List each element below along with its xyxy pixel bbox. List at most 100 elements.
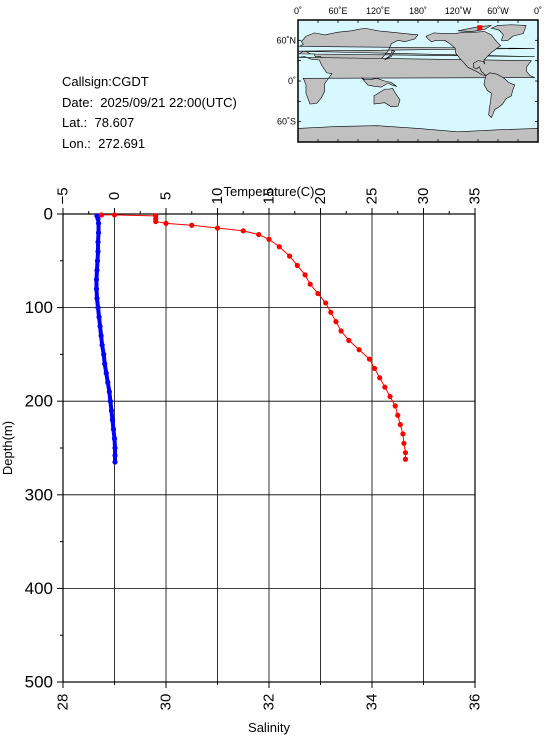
grid-lines	[62, 213, 476, 683]
salinity-axis-label: Salinity	[248, 720, 290, 735]
temperature-axis-label: Temperature(C)	[223, 184, 314, 199]
data-point	[94, 295, 100, 301]
data-point	[397, 422, 403, 428]
depth-tick-label: 100	[25, 298, 53, 317]
temperature-ticks: −5 0 5 10 15 20 25 30 35	[55, 187, 484, 214]
data-point	[163, 220, 169, 226]
data-point	[95, 220, 102, 226]
data-point	[402, 450, 409, 456]
map-longitude-label: 180˚	[409, 6, 427, 16]
map-landmass	[373, 88, 401, 108]
data-point	[98, 333, 104, 339]
map-left-labels: 60˚N 0˚ 60˚S	[276, 35, 296, 126]
map-landmass	[384, 50, 396, 61]
minor-ticks	[60, 211, 450, 685]
salinity-tick-label: 36	[467, 694, 484, 711]
data-point	[333, 319, 339, 325]
depth-axis-label: Depth(m)	[0, 421, 15, 475]
data-point	[102, 361, 108, 367]
map-longitude-label: 60˚W	[487, 6, 509, 16]
map-frame-ticks	[297, 19, 539, 143]
data-point	[256, 231, 262, 238]
data-point	[338, 328, 344, 334]
temperature-tick-label: −5	[55, 187, 72, 204]
data-point	[395, 412, 401, 418]
map-longitude-label: 120˚E	[366, 6, 390, 16]
map-landmass	[483, 72, 516, 119]
salinity-series	[99, 212, 409, 462]
data-point	[189, 222, 195, 228]
data-point	[95, 305, 101, 311]
salinity-tick-label: 30	[158, 694, 175, 711]
data-point	[95, 239, 101, 245]
temperature-tick-label: 30	[415, 188, 432, 205]
temperature-tick-label: 20	[312, 188, 329, 205]
longitude-text: Lon.: 272.691	[62, 135, 146, 151]
data-point	[108, 407, 115, 414]
series-line	[101, 214, 406, 460]
data-point	[302, 272, 308, 278]
map-landmass	[490, 24, 527, 41]
data-point	[377, 375, 383, 381]
data-point	[95, 216, 101, 222]
data-point	[110, 426, 117, 432]
data-point	[111, 212, 118, 218]
data-point	[287, 253, 293, 259]
map-longitude-label: 0˚	[534, 6, 542, 16]
map-latitude-label: 0˚	[288, 76, 296, 86]
data-point	[366, 356, 373, 362]
data-point	[402, 456, 409, 462]
station-marker	[477, 25, 483, 31]
salinity-tick-label: 34	[364, 694, 381, 711]
data-point	[94, 267, 100, 273]
temperature-tick-label: 10	[209, 188, 226, 205]
data-point	[112, 459, 118, 465]
callsign-text: Callsign:CGDT	[62, 74, 149, 89]
map-landmass	[457, 25, 492, 32]
map-landmass	[425, 31, 502, 77]
data-point	[99, 342, 105, 348]
data-point	[103, 370, 109, 376]
data-point	[356, 347, 362, 353]
data-point	[97, 323, 103, 329]
salinity-tick-label: 32	[261, 694, 278, 711]
data-point	[307, 281, 313, 287]
data-point	[94, 258, 101, 264]
data-point	[96, 314, 102, 320]
map-latitude-label: 60˚N	[276, 35, 296, 45]
date-text: Date: 2025/09/21 22:00(UTC)	[62, 94, 237, 110]
map-longitude-label: 60˚E	[328, 6, 347, 16]
salinity-tick-label: 28	[55, 694, 72, 711]
data-point	[400, 431, 406, 437]
world-map: 0˚ 60˚E 120˚E 180˚ 120˚W 60˚W 0˚ 60˚N 0˚ 60˚S	[276, 6, 542, 143]
depth-tick-label: 300	[25, 485, 53, 504]
map-longitude-label: 120˚W	[445, 6, 472, 16]
depth-tick-label: 400	[25, 579, 53, 598]
data-point	[315, 290, 321, 297]
data-point	[401, 440, 407, 446]
data-point	[240, 228, 246, 234]
depth-tick-label: 0	[44, 205, 53, 224]
data-point	[95, 230, 102, 236]
station-info: Callsign:CGDT Date: 2025/09/21 22:00(UTC…	[62, 72, 237, 154]
temperature-tick-label: 15	[261, 188, 278, 205]
data-point	[328, 309, 334, 315]
map-land	[297, 24, 539, 143]
data-point	[371, 365, 378, 372]
data-point	[109, 417, 116, 423]
data-point	[106, 389, 112, 395]
data-point	[95, 248, 101, 255]
map-top-labels: 0˚ 60˚E 120˚E 180˚ 120˚W 60˚W 0˚	[294, 6, 542, 16]
map-longitude-label: 0˚	[294, 6, 302, 16]
data-point	[111, 436, 118, 442]
data-point	[266, 236, 272, 242]
data-point	[294, 262, 300, 269]
data-point	[105, 379, 111, 386]
data-point	[382, 384, 388, 390]
temperature-tick-label: 35	[467, 188, 484, 205]
data-point	[107, 398, 113, 404]
temperature-tick-label: 5	[158, 192, 175, 200]
data-point	[392, 403, 398, 409]
data-point	[153, 218, 159, 225]
